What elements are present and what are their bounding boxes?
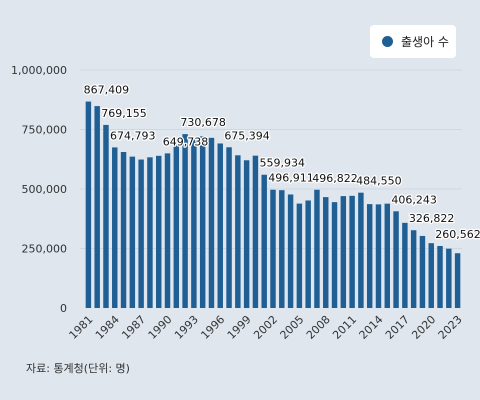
- x-tick-label: 1984: [93, 313, 122, 342]
- x-tick-label: 1999: [225, 313, 254, 342]
- bar-2005: [296, 203, 303, 308]
- bar-2014: [375, 204, 382, 308]
- y-tick-label: 750,000: [22, 124, 68, 137]
- bar-2023: [454, 253, 461, 308]
- bar-2003: [279, 190, 285, 308]
- bar-1987: [138, 159, 144, 308]
- bar-1998: [235, 155, 241, 308]
- bar-2021: [437, 245, 443, 308]
- bar-2006: [305, 200, 311, 308]
- x-tick-label: 2023: [436, 313, 465, 342]
- bar-2012: [358, 192, 364, 308]
- data-label: 675,394: [224, 129, 270, 142]
- bar-1986: [129, 156, 136, 308]
- data-label: 484,550: [356, 175, 402, 188]
- source-note: 자료: 통계청(단위: 명): [26, 362, 130, 375]
- data-label: 730,678: [180, 116, 226, 129]
- data-label: 326,822: [409, 212, 455, 225]
- bar-1982: [94, 106, 100, 308]
- bar-1983: [103, 124, 109, 308]
- bar-1995: [208, 137, 215, 308]
- bar-1994: [199, 136, 206, 308]
- bar-1989: [156, 155, 162, 308]
- bar-2017: [402, 222, 408, 308]
- x-tick-label: 1990: [146, 313, 175, 342]
- bar-1992: [182, 134, 188, 308]
- bar-1991: [173, 139, 180, 308]
- data-label: 496,911: [268, 172, 314, 185]
- data-label: 260,562: [435, 228, 480, 241]
- bar-1988: [147, 157, 153, 308]
- x-tick-label: 2008: [304, 313, 333, 342]
- y-tick-label: 0: [60, 302, 67, 315]
- y-tick-label: 250,000: [22, 243, 68, 256]
- bar-1981: [85, 101, 92, 308]
- bar-2010: [340, 196, 347, 308]
- x-tick-label: 1996: [198, 313, 227, 342]
- legend: 출생아 수: [370, 25, 456, 58]
- data-label: 406,243: [391, 193, 437, 206]
- bar-2018: [410, 230, 417, 308]
- data-label: 674,793: [110, 129, 156, 142]
- bar-2011: [349, 195, 355, 308]
- x-tick-label: 1993: [172, 313, 201, 342]
- bar-1990: [164, 153, 171, 308]
- x-tick-label: 2002: [251, 313, 280, 342]
- bar-2022: [446, 248, 452, 308]
- bar-2020: [428, 243, 434, 308]
- bar-1999: [243, 160, 250, 308]
- legend-marker-icon: [382, 36, 393, 47]
- bar-2013: [366, 204, 373, 308]
- bar-2009: [331, 202, 338, 308]
- data-label: 769,155: [101, 107, 146, 120]
- bar-2015: [384, 203, 390, 308]
- bar-1996: [217, 143, 223, 308]
- x-tick-label: 2020: [409, 313, 438, 342]
- bar-2008: [323, 197, 329, 308]
- bar-2001: [261, 174, 267, 308]
- bar-2004: [287, 194, 294, 308]
- y-tick-label: 1,000,000: [11, 64, 67, 77]
- bar-2000: [252, 155, 259, 308]
- bar-2019: [419, 235, 426, 308]
- x-tick-label: 2011: [330, 313, 359, 342]
- bar-1985: [120, 151, 127, 308]
- y-tick-label: 500,000: [22, 183, 68, 196]
- bar-1984: [112, 147, 118, 308]
- x-tick-label: 2017: [383, 313, 412, 342]
- data-label: 649,738: [163, 135, 209, 148]
- x-tick-label: 2014: [357, 313, 386, 342]
- legend-label: 출생아 수: [401, 35, 449, 49]
- data-label: 496,822: [312, 172, 358, 185]
- x-tick-label: 1987: [119, 313, 148, 342]
- x-tick-label: 1981: [67, 313, 96, 342]
- bar-1997: [226, 147, 232, 308]
- bar-2007: [314, 189, 320, 308]
- bar-2002: [270, 189, 276, 308]
- bar-2016: [393, 211, 399, 308]
- bar-1993: [191, 137, 197, 308]
- data-label: 867,409: [84, 84, 129, 97]
- data-label: 559,934: [259, 157, 305, 170]
- x-tick-label: 2005: [278, 313, 307, 342]
